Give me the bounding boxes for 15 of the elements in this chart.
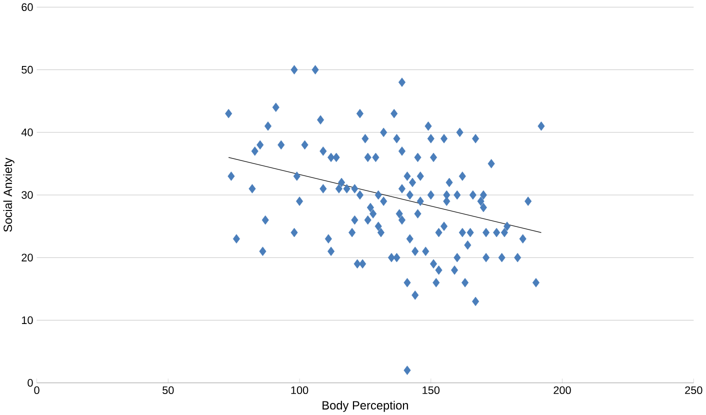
x-tick-label: 50 [162, 386, 174, 394]
y-tick-label: 40 [21, 128, 33, 136]
x-tick-label: 150 [422, 386, 440, 394]
x-tick-label: 200 [554, 386, 571, 394]
x-tick-label: 100 [291, 386, 308, 394]
y-tick-label: 20 [22, 254, 33, 262]
y-tick-label: 50 [22, 66, 33, 74]
x-tick-label: 0 [34, 386, 40, 394]
x-tick-label: 250 [685, 386, 702, 394]
y-tick-label: 10 [22, 316, 33, 324]
y-tick-label: 60 [22, 3, 33, 11]
y-axis-title: Social Anxiety [3, 158, 14, 232]
y-tick-label: 0 [28, 378, 33, 387]
x-axis-title: Body Perception [322, 400, 408, 412]
y-tick-label: 30 [22, 191, 33, 199]
